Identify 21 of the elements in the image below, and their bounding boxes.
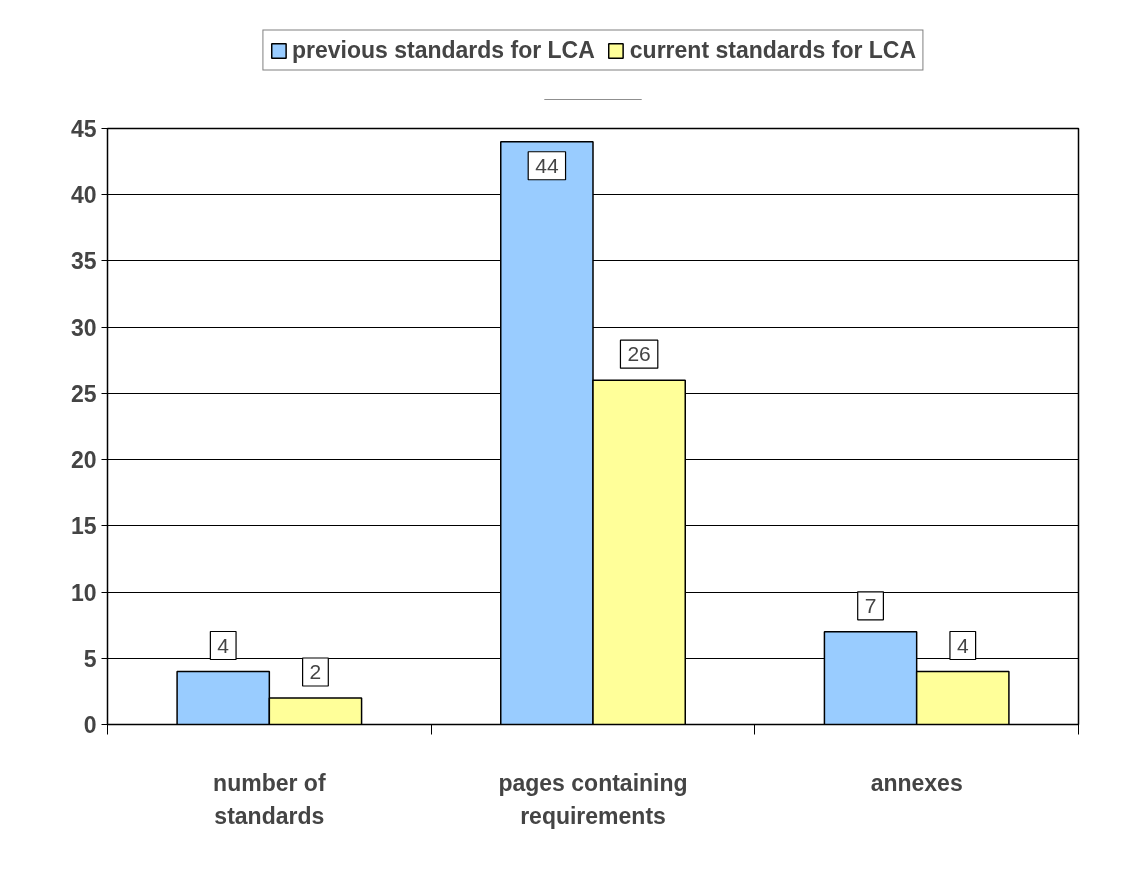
y-tick-label: 15 bbox=[70, 513, 97, 540]
data-label: 7 bbox=[864, 593, 877, 617]
legend-label: current standards for LCA bbox=[629, 36, 917, 64]
y-tick-label: 10 bbox=[70, 579, 97, 606]
y-tick-label: 25 bbox=[70, 380, 97, 407]
x-tick-label: number of standards bbox=[213, 769, 326, 830]
data-label: 4 bbox=[956, 633, 969, 657]
y-tick-label: 20 bbox=[70, 447, 97, 474]
y-tick-label: 40 bbox=[70, 182, 97, 209]
x-tick-label: annexes bbox=[870, 769, 963, 796]
data-label: 4 bbox=[217, 633, 230, 657]
data-label: 44 bbox=[535, 153, 559, 177]
legend-label: previous standards for LCA bbox=[291, 36, 595, 64]
y-tick-label: 0 bbox=[83, 712, 97, 738]
data-label: 2 bbox=[309, 660, 322, 684]
y-tick-label: 30 bbox=[70, 314, 97, 341]
y-tick-label: 5 bbox=[83, 645, 97, 672]
y-tick-label: 45 bbox=[70, 116, 97, 142]
y-tick-label: 35 bbox=[70, 248, 97, 275]
data-label: 26 bbox=[627, 342, 651, 366]
x-tick-label: pages containing requirements bbox=[498, 769, 688, 830]
